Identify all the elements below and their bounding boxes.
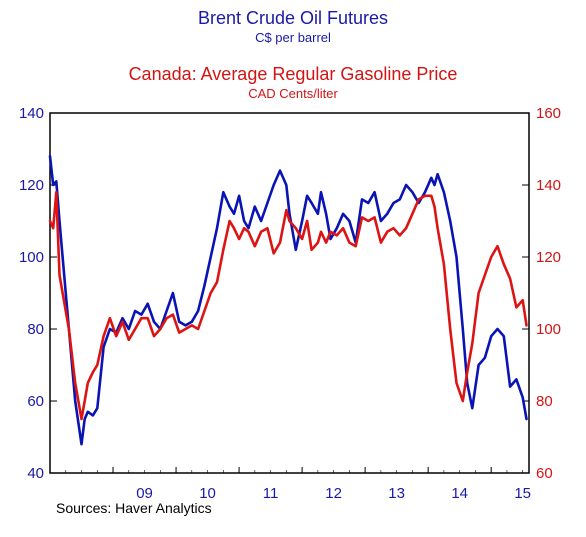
left-tick-label: 100 <box>19 249 44 266</box>
x-tick-label: 11 <box>263 485 279 502</box>
right-tick-label: 120 <box>536 249 561 266</box>
chart-title: Brent Crude Oil Futures <box>197 8 389 28</box>
left-tick-label: 120 <box>19 177 44 194</box>
right-tick-label: 160 <box>536 105 561 122</box>
left-tick-label: 140 <box>19 105 44 122</box>
left-tick-label: 80 <box>27 321 44 338</box>
left-tick-label: 40 <box>27 465 44 482</box>
x-tick-label: 15 <box>514 485 531 502</box>
right-y-axis: 60 80 100 120 140 160 <box>522 105 561 482</box>
brent-crude-line <box>48 154 528 446</box>
right-tick-label: 80 <box>536 393 553 410</box>
x-tick-label: 14 <box>451 485 468 502</box>
left-y-axis: 40 60 80 100 120 140 <box>19 105 57 482</box>
x-tick-label: 10 <box>199 485 216 502</box>
chart-title-2: Canada: Average Regular Gasoline Price <box>128 64 458 84</box>
right-tick-label: 100 <box>536 321 561 338</box>
gasoline-price-line <box>48 190 528 421</box>
source-note: Sources: Haver Analytics <box>56 500 212 516</box>
right-tick-label: 60 <box>536 465 553 482</box>
right-tick-label: 140 <box>536 177 561 194</box>
x-axis: 09 10 11 12 13 14 15 <box>49 467 531 502</box>
x-tick-label: 12 <box>325 485 342 502</box>
series-layer <box>48 154 528 446</box>
x-tick-label: 09 <box>136 485 153 502</box>
chart-subtitle-2: CAD Cents/liter <box>248 86 338 101</box>
chart-subtitle: C$ per barrel <box>255 30 331 45</box>
plot-frame <box>49 112 530 474</box>
x-tick-label: 13 <box>388 485 405 502</box>
left-tick-label: 60 <box>27 393 44 410</box>
